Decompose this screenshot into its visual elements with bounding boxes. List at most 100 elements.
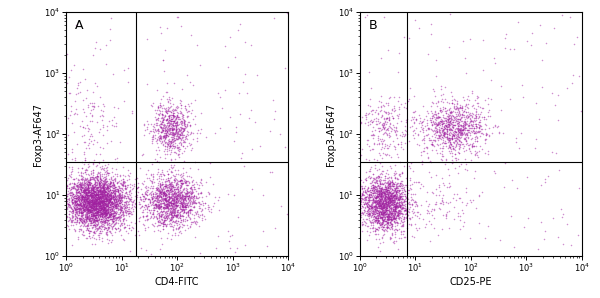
Point [392, 185, 401, 190]
Point [158, 197, 167, 202]
Point [166, 202, 176, 207]
Point [449, 105, 458, 110]
Point [160, 203, 170, 208]
Point [370, 200, 380, 205]
Point [363, 211, 373, 216]
Point [171, 193, 181, 198]
Point [175, 128, 185, 132]
Point [108, 220, 118, 225]
Point [381, 187, 391, 192]
Point [167, 189, 176, 194]
Point [471, 118, 481, 122]
Point [433, 142, 442, 147]
Point [73, 201, 82, 206]
Point [438, 192, 448, 197]
Point [194, 183, 204, 188]
Point [370, 179, 379, 184]
Point [377, 211, 386, 216]
Point [95, 159, 104, 164]
Point [124, 191, 134, 196]
Point [532, 101, 541, 105]
Point [369, 210, 379, 215]
Point [164, 108, 174, 113]
Point [370, 202, 379, 207]
Point [358, 197, 368, 202]
Point [450, 155, 460, 160]
Point [86, 198, 95, 203]
Point [388, 183, 398, 188]
Point [473, 135, 482, 140]
Point [91, 223, 100, 228]
Point [85, 193, 95, 198]
Point [415, 115, 425, 120]
Point [454, 120, 464, 125]
Point [118, 190, 127, 194]
Point [67, 121, 77, 125]
Point [63, 202, 73, 207]
Point [88, 204, 98, 208]
Point [374, 179, 384, 184]
Point [113, 187, 122, 191]
Point [431, 200, 441, 204]
Point [176, 195, 186, 200]
Point [367, 204, 376, 209]
Point [401, 105, 410, 110]
Point [113, 197, 123, 202]
Point [175, 134, 184, 139]
Point [107, 199, 116, 204]
Point [79, 218, 89, 223]
Point [103, 207, 112, 212]
Point [384, 118, 394, 123]
Point [377, 210, 386, 215]
Point [91, 219, 101, 224]
Point [119, 204, 129, 209]
Point [101, 198, 111, 203]
Point [112, 215, 122, 220]
Point [372, 199, 382, 204]
Point [80, 192, 89, 197]
Point [86, 193, 96, 198]
Point [125, 182, 134, 187]
Point [165, 131, 175, 136]
Point [91, 189, 101, 194]
Point [179, 119, 188, 124]
Point [95, 181, 105, 185]
Point [445, 144, 454, 149]
Point [385, 194, 394, 199]
Point [100, 205, 109, 210]
Point [396, 197, 406, 202]
Point [361, 190, 370, 195]
Point [103, 193, 112, 197]
Point [379, 125, 388, 130]
Point [123, 208, 133, 213]
Point [104, 176, 114, 181]
Point [71, 204, 81, 209]
Point [166, 190, 176, 195]
Point [176, 120, 185, 125]
Point [177, 224, 187, 229]
Point [447, 144, 457, 149]
Point [480, 235, 490, 240]
Point [165, 187, 175, 192]
Point [86, 192, 95, 197]
Point [90, 194, 100, 198]
Point [94, 212, 103, 217]
Point [375, 216, 385, 221]
Point [179, 195, 188, 200]
Point [95, 183, 104, 188]
Point [168, 134, 178, 139]
Point [406, 198, 416, 202]
Point [153, 127, 163, 131]
Point [182, 205, 191, 209]
Point [82, 202, 91, 207]
Point [102, 221, 112, 226]
Point [382, 205, 391, 210]
Point [161, 189, 171, 194]
Point [373, 217, 382, 221]
Point [101, 199, 111, 204]
Point [182, 222, 192, 227]
Point [93, 207, 103, 211]
Point [373, 184, 382, 189]
Point [158, 205, 167, 210]
Point [87, 217, 97, 221]
